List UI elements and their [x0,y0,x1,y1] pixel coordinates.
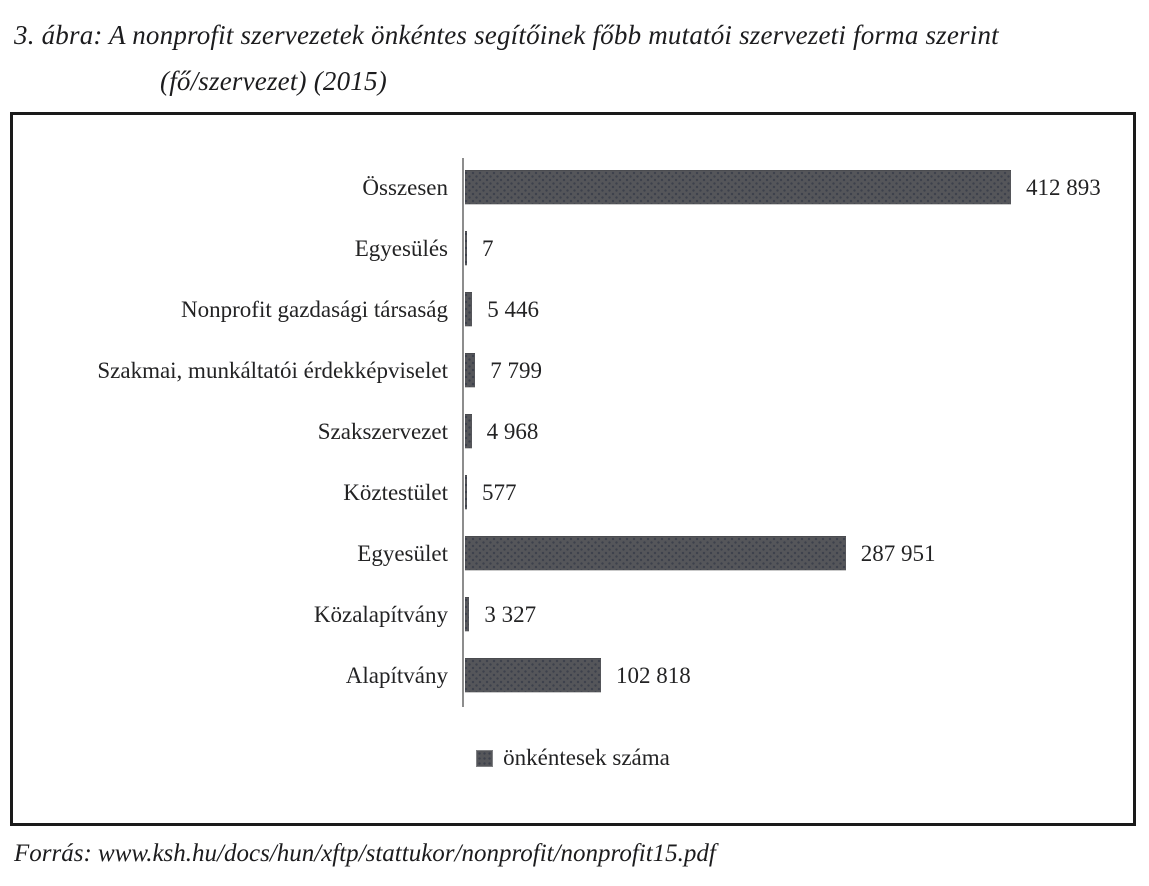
value-label: 3 327 [484,601,537,627]
chart-row: Szakszervezet 4 968 [13,401,1133,462]
chart-row: Alapítvány 102 818 [13,645,1133,706]
chart-frame: Összesen 412 893 Egyesülés 7 Nonprofit gazda… [10,112,1136,826]
chart-row: Egyesület 287 951 [13,523,1133,584]
category-label: Köztestület [343,479,448,505]
category-label: Szakszervezet [317,418,448,444]
bar [465,475,467,510]
bar-track: 102 818 [463,645,1133,706]
bar [465,353,476,388]
bar [465,536,846,571]
category-label: Alapítvány [345,662,448,688]
bar [465,231,467,266]
chart-row: Egyesülés 7 [13,218,1133,279]
value-label: 102 818 [616,662,691,688]
bar-track: 3 327 [463,584,1133,645]
chart-plot-area: Összesen 412 893 Egyesülés 7 Nonprofit gazda… [13,115,1133,823]
bar [465,170,1011,205]
value-label: 5 446 [487,296,539,322]
chart-row: Nonprofit gazdasági társaság 5 446 [13,279,1133,340]
category-label: Nonprofit gazdasági társaság [181,296,448,322]
bar-track: 7 [463,218,1133,279]
value-label: 4 968 [486,418,539,444]
value-label: 412 893 [1026,174,1101,200]
bar [465,292,473,327]
category-label: Szakmai, munkáltatói érdekképviselet [97,357,448,383]
chart-row: Közalapítvány 3 327 [13,584,1133,645]
figure-source: Forrás: www.ksh.hu/docs/hun/xftp/stattuk… [14,840,716,867]
bar-track: 7 799 [463,340,1133,401]
bar [465,658,601,693]
bar-track: 5 446 [463,279,1133,340]
figure-title-line1: 3. ábra: A nonprofit szervezetek önkénte… [14,20,999,50]
category-label: Egyesülés [354,235,448,261]
bar-track: 4 968 [463,401,1133,462]
value-label: 7 799 [490,357,543,383]
value-label: 7 [482,235,494,261]
bar-track: 287 951 [463,523,1133,584]
value-label: 577 [482,479,517,505]
figure-title: 3. ábra: A nonprofit szervezetek önkénte… [14,12,1141,104]
figure-title-line2: (fő/szervezet) (2015) [160,66,387,96]
category-label: Közalapítvány [313,601,448,627]
bar-track: 577 [463,462,1133,523]
bar [465,414,472,449]
chart-legend: önkéntesek száma [13,745,1133,771]
chart-row: Köztestület 577 [13,462,1133,523]
value-label: 287 951 [860,540,936,566]
chart-row: Összesen 412 893 [13,157,1133,218]
category-label: Összesen [362,174,448,200]
bar-track: 412 893 [463,157,1133,218]
category-label: Egyesület [357,540,448,566]
legend-label: önkéntesek száma [503,745,670,770]
category-axis-line [462,158,464,707]
bar [465,597,470,632]
legend-swatch-icon [476,749,494,767]
chart-rows: Összesen 412 893 Egyesülés 7 Nonprofit gazda… [13,157,1133,706]
chart-row: Szakmai, munkáltatói érdekképviselet 7 79… [13,340,1133,401]
